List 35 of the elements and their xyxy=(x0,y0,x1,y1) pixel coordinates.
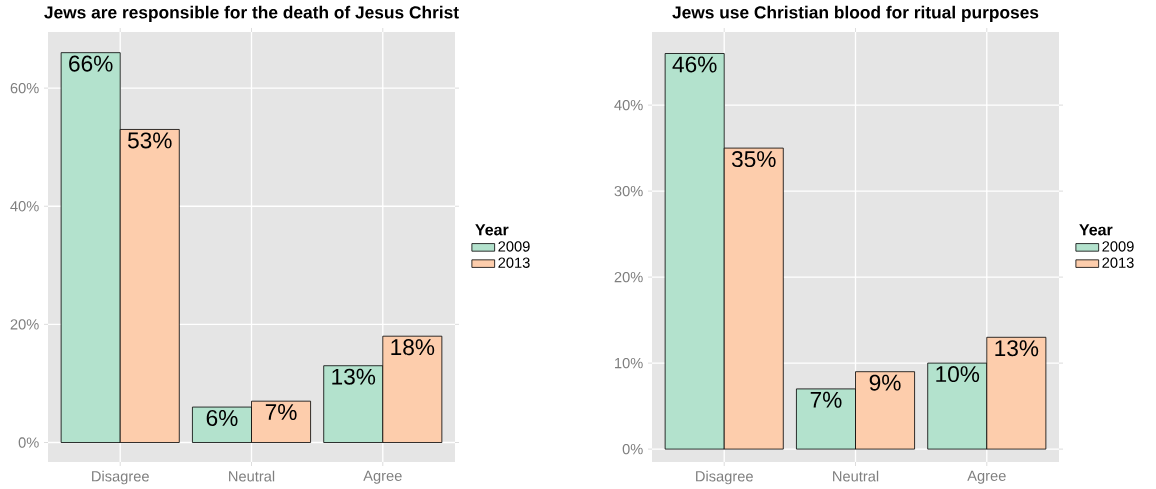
data-label: 13% xyxy=(332,368,376,385)
data-label: 7% xyxy=(810,391,842,408)
legend-label: 2013 xyxy=(1102,257,1134,268)
x-tick-label: Agree xyxy=(363,470,402,484)
data-label: 6% xyxy=(206,410,238,427)
x-tick-label: Disagree xyxy=(92,470,149,485)
data-label: 9% xyxy=(869,374,901,391)
y-tick-label: 60% xyxy=(10,82,39,94)
y-tick-label: 20% xyxy=(614,271,643,283)
y-tick-label: 30% xyxy=(614,185,643,197)
y-tick-label: 40% xyxy=(10,201,39,212)
y-tick-label: 0% xyxy=(622,443,643,455)
legend-label: 2009 xyxy=(1102,241,1134,252)
legend-title: Year xyxy=(475,224,509,236)
x-tick-label: Neutral xyxy=(833,470,879,482)
data-label: 46% xyxy=(672,56,717,73)
legend-title: Year xyxy=(1079,224,1113,236)
x-tick-label: Neutral xyxy=(229,470,275,482)
y-tick-label: 40% xyxy=(614,99,643,111)
chart-title: Jews use Christian blood for ritual purposes xyxy=(672,5,1039,22)
x-tick-label: Disagree xyxy=(696,470,753,485)
data-label: 10% xyxy=(936,366,980,383)
data-label: 53% xyxy=(127,132,172,149)
x-tick-label: Agree xyxy=(967,470,1006,484)
y-tick-label: 0% xyxy=(18,437,39,448)
y-tick-label: 10% xyxy=(615,357,643,369)
data-label: 35% xyxy=(731,151,776,168)
y-tick-label: 20% xyxy=(10,319,39,330)
legend-label: 2009 xyxy=(498,241,530,252)
data-label: 7% xyxy=(265,404,297,420)
data-label: 13% xyxy=(995,340,1039,357)
data-label: 18% xyxy=(391,339,435,356)
legend-label: 2013 xyxy=(498,257,530,268)
data-label: 66% xyxy=(69,55,113,72)
chart-title: Jews are responsible for the death of Jesus Christ xyxy=(44,5,459,22)
